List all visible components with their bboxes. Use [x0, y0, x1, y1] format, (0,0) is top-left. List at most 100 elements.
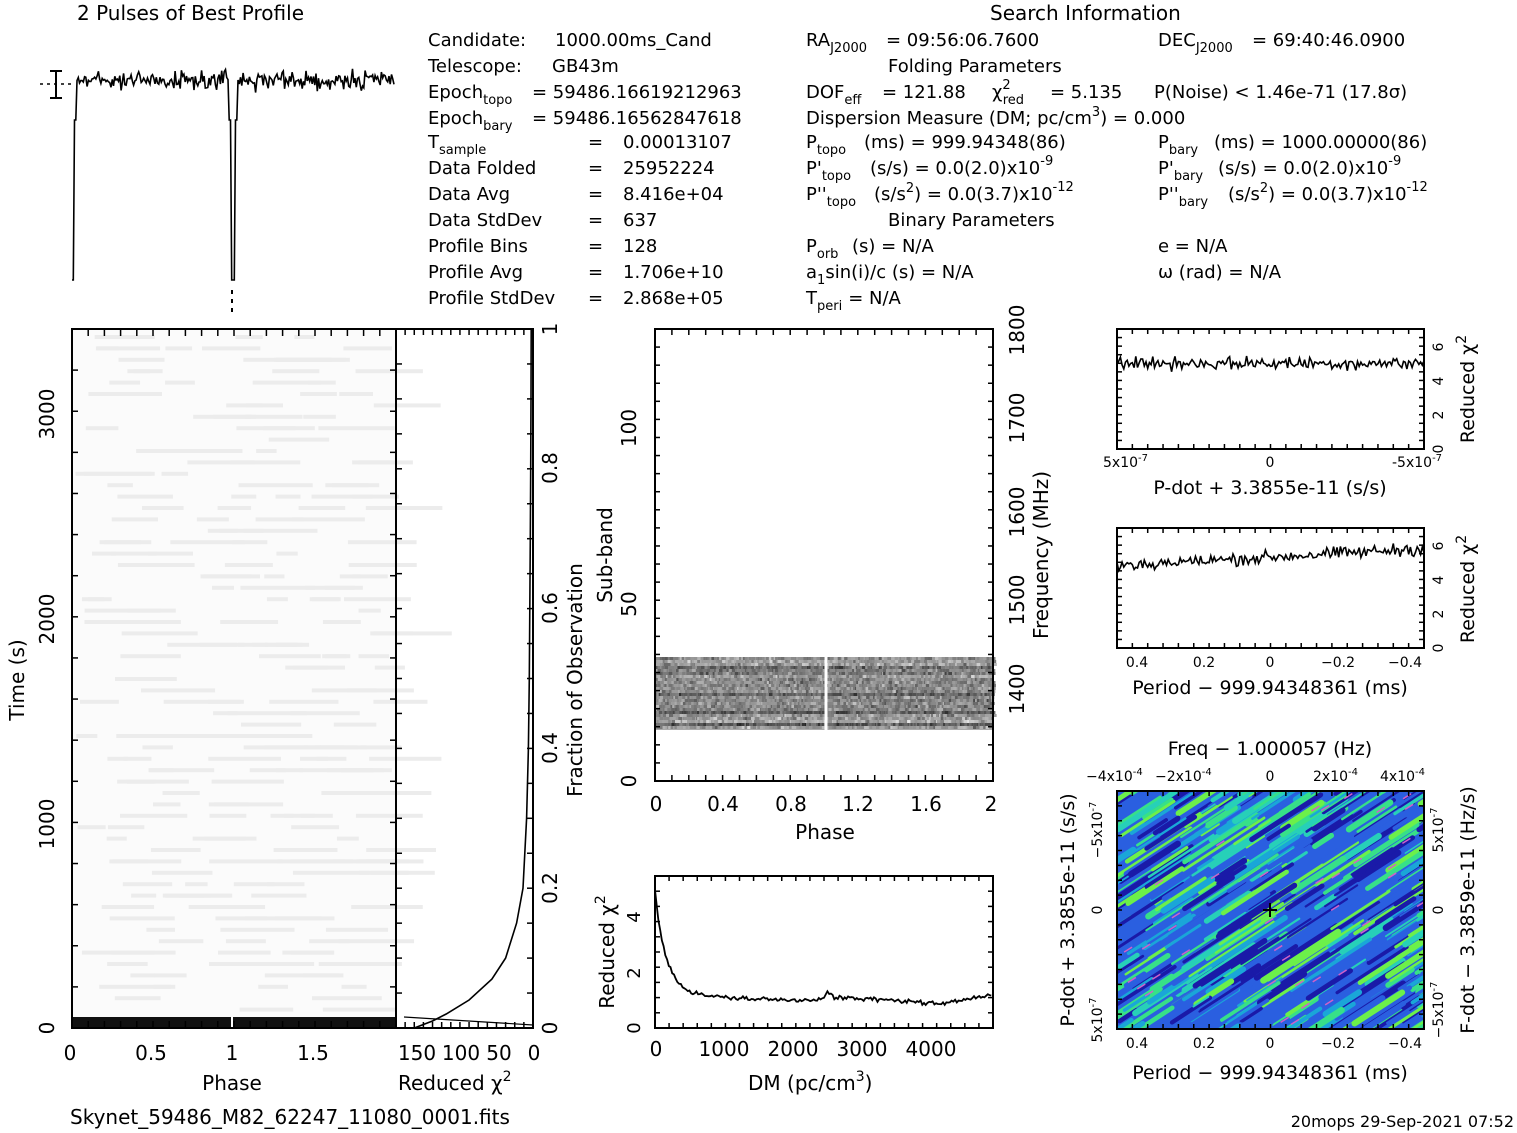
sb-pixel: [954, 696, 958, 699]
sb-pixel: [788, 687, 791, 690]
sb-pixel: [805, 675, 808, 678]
sb-pixel: [919, 663, 922, 666]
sb-pixel: [797, 699, 799, 702]
sb-pixel: [711, 687, 713, 690]
sb-pixel: [749, 672, 751, 675]
sb-pixel: [679, 657, 682, 660]
sb-pixel: [973, 660, 976, 663]
sb-pixel: [981, 672, 983, 675]
sb-pixel: [792, 723, 795, 726]
sb-pixel: [979, 681, 982, 684]
sb-pixel: [667, 693, 671, 696]
tp-noise-streak: [274, 357, 346, 362]
sb-pixel: [950, 690, 953, 693]
sb-pixel: [670, 705, 673, 708]
sb-pixel: [919, 723, 923, 726]
sb-pixel: [801, 684, 804, 687]
sb-pixel: [714, 690, 718, 693]
sb-pixel: [886, 708, 889, 711]
sb-pixel: [679, 690, 682, 693]
sb-pixel: [661, 657, 665, 660]
sb-pixel: [925, 678, 929, 681]
sb-pixel: [838, 708, 843, 711]
tp-noise-streak: [107, 962, 148, 966]
sb-pixel: [944, 663, 948, 666]
sb-pixel: [858, 726, 861, 729]
sb-pixel: [988, 702, 990, 705]
sb-pixel: [949, 657, 953, 660]
sb-pixel: [920, 696, 924, 699]
sb-pixel: [936, 693, 940, 696]
tp-noise-streak: [284, 813, 315, 818]
sb-pixel: [922, 681, 924, 684]
sb-pixel: [836, 687, 841, 690]
sb-pixel: [819, 699, 821, 702]
sb-pixel: [828, 660, 830, 663]
sb-pixel: [880, 696, 884, 699]
sb-pixel: [805, 693, 808, 696]
sb-pixel: [881, 660, 884, 663]
pp-streak: [1160, 875, 1216, 914]
sb-pixel: [952, 681, 956, 684]
sb-pixel: [818, 717, 820, 720]
sb-pixel: [757, 711, 761, 714]
sb-pixel: [670, 678, 673, 681]
pp-peak-streak: [1387, 872, 1397, 879]
sb-pixel: [720, 711, 724, 714]
sb-pixel: [798, 672, 800, 675]
sb-pixel: [714, 663, 717, 666]
sb-pixel: [780, 705, 782, 708]
sb-pixel: [717, 684, 721, 687]
sb-pixel: [897, 678, 902, 681]
sb-pixel: [671, 690, 676, 693]
sb-pixel: [664, 705, 667, 708]
sb-pixel: [779, 702, 781, 705]
sb-pixel: [750, 708, 755, 711]
sb-pixel: [747, 708, 750, 711]
sb-pixel: [849, 696, 851, 699]
sb-pixel: [774, 717, 778, 720]
sb-pixel: [709, 666, 714, 669]
sb-pixel: [910, 705, 912, 708]
sb-pixel: [912, 663, 914, 666]
sb-pixel: [738, 693, 740, 696]
sb-pixel: [711, 705, 714, 708]
sb-pixel: [907, 711, 912, 714]
sb-pixel: [948, 684, 951, 687]
sb-pixel: [786, 717, 789, 720]
tp-noise-streak: [212, 585, 235, 590]
sb-pixel: [689, 705, 692, 708]
sb-pixel: [657, 708, 659, 711]
sb-pixel: [853, 681, 857, 684]
sb-pixel: [963, 714, 967, 717]
sb-pixel: [841, 705, 846, 708]
sb-pixel: [783, 714, 785, 717]
sb-pixel: [695, 690, 700, 693]
sb-pixel: [777, 657, 781, 660]
tp-noise-streak: [322, 620, 361, 624]
sb-pixel: [934, 684, 938, 687]
sb-pixel: [722, 660, 726, 663]
sb-pixel: [669, 717, 673, 720]
pp-peak-streak: [1387, 863, 1397, 870]
data-avg-eq: =: [588, 184, 603, 205]
sb-pixel: [891, 660, 896, 663]
sb-pixel: [877, 720, 879, 723]
sb-pixel: [968, 726, 970, 729]
sb-pixel: [810, 666, 815, 669]
sb-pixel: [758, 696, 762, 699]
sb-pixel: [921, 663, 926, 666]
sb-pixel: [811, 696, 813, 699]
sb-pixel: [917, 702, 919, 705]
sb-pixel: [786, 696, 788, 699]
sb-pixel: [746, 711, 749, 714]
sb-pixel: [946, 675, 949, 678]
pddbary-value: (s/s: [1228, 184, 1260, 205]
sb-pixel: [786, 705, 789, 708]
sb-pixel: [683, 684, 687, 687]
sb-pixel: [769, 675, 774, 678]
pp-peak-streak: [1259, 871, 1269, 878]
sb-pixel: [908, 690, 911, 693]
sb-pixel: [766, 705, 769, 708]
candidate-value: 1000.00ms_Cand: [555, 30, 712, 51]
